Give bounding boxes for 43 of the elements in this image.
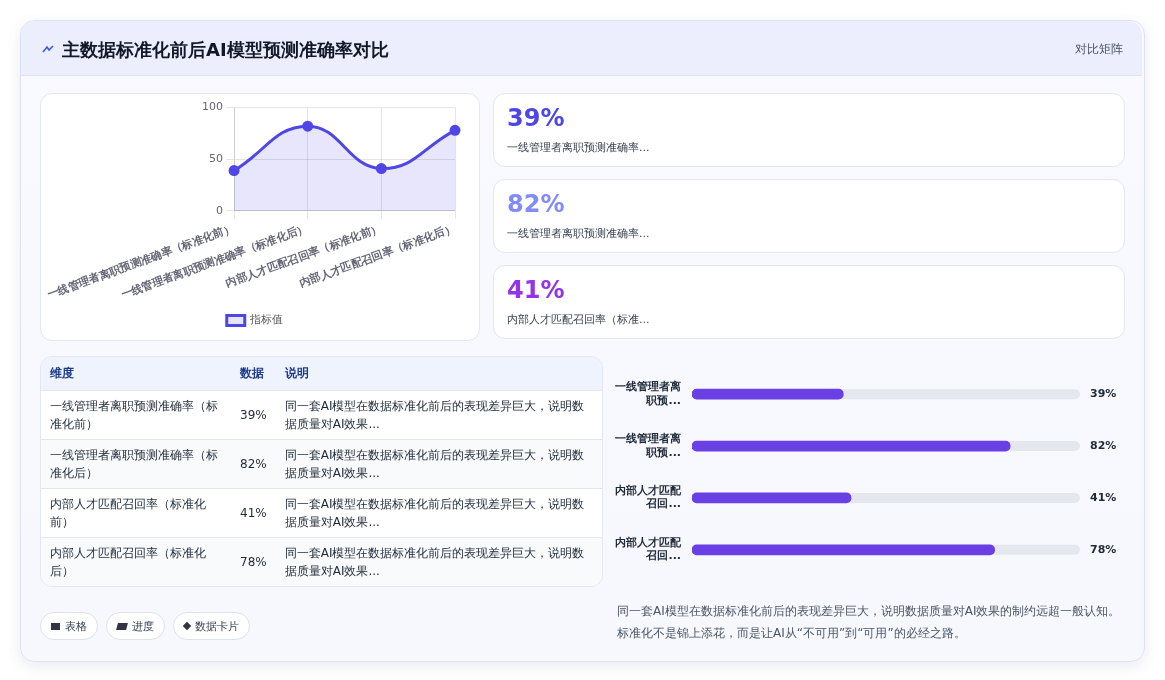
category-label: 一线管理者离职预测准确率（标准化前） bbox=[49, 397, 219, 433]
point bbox=[302, 120, 314, 132]
text: 同一套AI模型在数据标准化前后的表现差异巨大，说明数据质量对AI效果... bbox=[283, 544, 586, 580]
y-tick-label: 一线管理者离职预... bbox=[615, 380, 681, 407]
y-tick-label: 100 bbox=[202, 100, 224, 114]
category-label: 一线管理者离职预测准确率... bbox=[507, 140, 650, 155]
text: 82% bbox=[240, 456, 267, 471]
text: 39% bbox=[507, 104, 565, 132]
category-label: 内部人才匹配召回率（标准化后） bbox=[49, 544, 207, 580]
category-label: 内部人才匹配召回率（标准... bbox=[507, 312, 650, 327]
text: 数据卡片 bbox=[195, 618, 239, 634]
text: 表格 bbox=[65, 618, 87, 634]
category-label: 一线管理者离职预测准确率（标准化后） bbox=[49, 446, 219, 482]
text: 39% bbox=[240, 407, 267, 422]
text: 对比矩阵 bbox=[1075, 41, 1123, 58]
data-label: 41% bbox=[1090, 490, 1117, 504]
y-tick-label: 50 bbox=[209, 152, 224, 166]
text: 同一套AI模型在数据标准化前后的表现差异巨大，说明数据质量对AI效果... bbox=[283, 446, 586, 482]
text: 82% bbox=[507, 190, 565, 218]
point bbox=[228, 165, 240, 177]
data-label: 78% bbox=[1090, 542, 1117, 556]
y-tick-label: 内部人才匹配召回... bbox=[615, 536, 682, 563]
text: 同一套AI模型在数据标准化前后的表现差异巨大，说明数据质量对AI效果... bbox=[283, 495, 586, 531]
text: 41% bbox=[240, 505, 267, 520]
legend-label: 指标值 bbox=[249, 313, 284, 327]
point bbox=[449, 124, 461, 136]
data-label: 39% bbox=[1090, 387, 1117, 401]
text: 同一套AI模型在数据标准化前后的表现差异巨大，说明数据质量对AI效果... bbox=[283, 397, 586, 433]
text: 41% bbox=[507, 276, 565, 304]
data-label: 82% bbox=[1090, 438, 1117, 452]
category-label: 一线管理者离职预测准确率... bbox=[507, 226, 650, 241]
y-tick-label: 一线管理者离职预... bbox=[615, 432, 681, 459]
y-tick-label: 内部人才匹配召回... bbox=[615, 484, 682, 511]
point bbox=[375, 163, 387, 175]
y-tick-label: 0 bbox=[216, 203, 224, 217]
text: 维度 bbox=[49, 364, 75, 382]
text: 进度 bbox=[132, 618, 154, 634]
text: 主数据标准化前后AI模型预测准确率对比 bbox=[62, 38, 389, 62]
category-label: 内部人才匹配召回率（标准化前） bbox=[49, 495, 207, 531]
text: 78% bbox=[240, 554, 267, 569]
text: 说明 bbox=[283, 364, 310, 382]
text: 数据 bbox=[239, 364, 265, 382]
text: 同一套AI模型在数据标准化前后的表现差异巨大，说明数据质量对AI效果的制约远超一般认知。标准化不是锦上添花，而是让AI从“不可用”到“可用”的必经之路。 bbox=[617, 603, 1122, 642]
